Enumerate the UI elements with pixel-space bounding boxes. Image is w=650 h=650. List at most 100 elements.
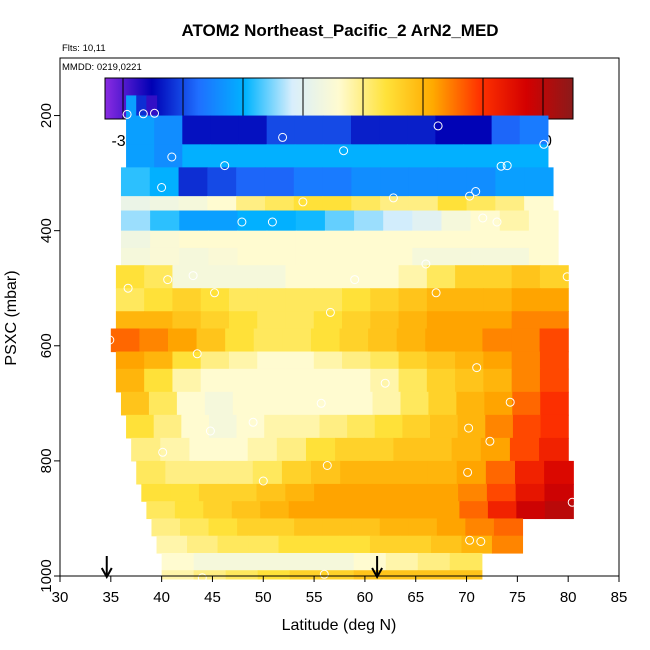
heatmap-cell xyxy=(435,115,465,145)
y-tick-label: 800 xyxy=(38,448,55,473)
heatmap-cell xyxy=(295,210,326,232)
heatmap-cell xyxy=(228,368,258,393)
heatmap-cell xyxy=(324,230,355,249)
heatmap-cell xyxy=(294,144,324,168)
sample-point xyxy=(421,259,431,269)
heatmap-cell xyxy=(295,230,326,249)
heatmap-cell xyxy=(288,391,318,416)
heatmap-cell xyxy=(428,391,457,416)
sample-point xyxy=(539,139,549,149)
heatmap-cell xyxy=(324,247,355,266)
heatmap-cell xyxy=(305,437,336,462)
heatmap-cell xyxy=(408,167,439,197)
sample-point xyxy=(478,213,488,223)
heatmap-cell xyxy=(539,288,569,312)
heatmap-cell xyxy=(238,115,268,145)
heatmap-cell xyxy=(172,351,202,370)
heatmap-cell xyxy=(324,210,355,232)
heatmap-cell xyxy=(539,368,569,393)
heatmap-cell xyxy=(407,115,436,145)
heatmap-cell xyxy=(485,460,516,485)
sample-point xyxy=(298,197,308,207)
heatmap-cell xyxy=(313,311,343,330)
heatmap-cell xyxy=(511,368,541,393)
heatmap-cell xyxy=(207,167,237,197)
heatmap-cell xyxy=(426,368,456,393)
heatmap-cell xyxy=(455,265,484,289)
heatmap-cell xyxy=(180,518,210,537)
heatmap-cell xyxy=(120,391,150,416)
heatmap-cell xyxy=(257,570,291,580)
heatmap-cell xyxy=(228,311,258,330)
heatmap-cell xyxy=(203,501,233,520)
heatmap-cell xyxy=(379,518,409,537)
heatmap-cell xyxy=(161,552,195,571)
heatmap-cell xyxy=(351,196,381,212)
sample-point xyxy=(322,461,332,470)
heatmap-cell xyxy=(511,351,541,370)
heatmap-cell xyxy=(400,391,430,416)
heatmap-cell xyxy=(380,167,410,197)
heatmap-cell xyxy=(451,437,482,462)
heatmap-cell xyxy=(417,552,451,571)
heatmap-cell xyxy=(453,328,484,353)
heatmap-cell xyxy=(289,552,323,571)
heatmap-cell xyxy=(485,414,514,439)
plot-frame xyxy=(59,57,620,577)
heatmap-cell xyxy=(322,196,352,212)
heatmap-cell xyxy=(266,210,297,232)
heatmap-cell xyxy=(217,535,249,554)
heatmap-cell xyxy=(146,95,158,117)
y-tick-label: 200 xyxy=(38,103,55,128)
heatmap-cell xyxy=(463,115,493,145)
sample-point xyxy=(167,152,177,162)
heatmap-cell xyxy=(120,196,151,212)
sample-point xyxy=(464,423,474,433)
sample-point xyxy=(325,307,335,317)
heatmap-cell xyxy=(237,247,268,266)
sample-point xyxy=(472,363,482,373)
heatmap-cell xyxy=(126,414,155,439)
heatmap-cell xyxy=(351,167,381,197)
date-note: MMDD: 0219,0221 xyxy=(62,62,142,73)
heatmap-cell xyxy=(126,144,155,168)
heatmap-cell xyxy=(131,437,161,462)
heatmap-cell xyxy=(455,351,484,370)
heatmap-cell xyxy=(115,368,145,393)
heatmap-cell xyxy=(178,167,208,197)
heatmap-cell xyxy=(449,570,483,580)
heatmap-cell xyxy=(402,501,432,520)
heatmap-cell xyxy=(544,483,574,502)
heatmap-cell xyxy=(398,368,428,393)
heatmap-cell xyxy=(400,483,430,502)
sample-point xyxy=(465,191,475,201)
heatmap-cell xyxy=(276,437,307,462)
heatmap-cell xyxy=(265,518,295,537)
heatmap-cell xyxy=(385,552,419,571)
x-tick-label: 80 xyxy=(560,589,577,606)
heatmap-cell xyxy=(141,483,171,502)
heatmap-cell xyxy=(228,288,258,312)
heatmap-cell xyxy=(208,210,239,232)
heatmap-cell xyxy=(374,414,403,439)
heatmap-cell xyxy=(120,210,151,232)
flights-note: Flts: 10,11 xyxy=(62,43,106,54)
heatmap-cell xyxy=(291,414,321,439)
heatmap-cell xyxy=(149,167,180,197)
sample-point xyxy=(476,537,486,546)
heatmap-cell xyxy=(509,437,540,462)
chart-title: ATOM2 Northeast_Pacific_2 ArN2_MED xyxy=(181,21,498,40)
latitude-arrow-head xyxy=(100,567,113,580)
heatmap-cell xyxy=(208,518,238,537)
sample-point xyxy=(123,283,133,293)
heatmap-cell xyxy=(189,437,220,462)
sample-point xyxy=(471,187,481,196)
heatmap-cell xyxy=(544,501,574,520)
heatmap-cell xyxy=(218,437,249,462)
x-tick-label: 40 xyxy=(153,589,170,606)
x-tick-label: 55 xyxy=(306,589,323,606)
heatmap-cell xyxy=(115,311,145,330)
heatmap-cell xyxy=(539,328,569,353)
heatmap-cell xyxy=(313,265,343,289)
